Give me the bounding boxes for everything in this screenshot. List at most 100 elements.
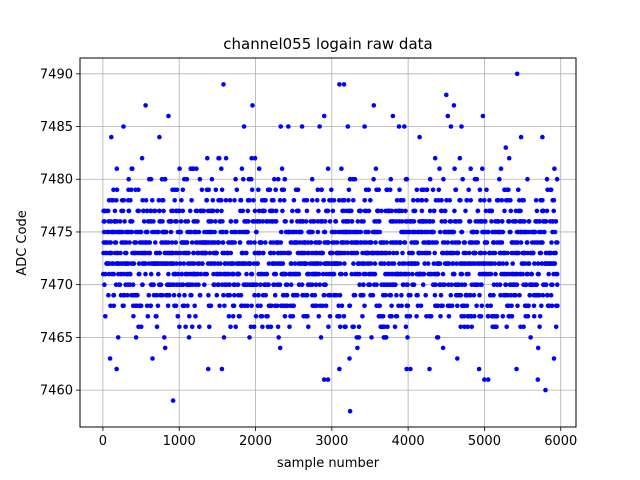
data-point [423,292,429,298]
outlier-point [109,134,114,140]
data-point [284,292,290,298]
data-point [415,198,420,203]
data-point [368,261,374,266]
data-point [313,282,319,288]
data-point [188,292,193,298]
data-point [432,292,438,298]
data-point [218,261,223,266]
data-point [368,198,373,203]
data-point [405,303,411,309]
data-point [111,292,117,298]
data-point [131,314,136,319]
data-point [355,345,360,351]
data-point [136,208,142,214]
data-point [375,208,381,214]
data-point [330,250,335,256]
data-point [373,240,378,245]
data-point [358,229,364,235]
data-point [357,271,362,277]
data-point [207,324,212,330]
data-point [256,208,262,214]
data-point [255,187,261,193]
data-point [551,356,557,361]
data-point [496,198,501,203]
data-point [252,240,257,245]
data-point [361,292,366,298]
data-point [548,292,554,298]
outlier-point [535,377,541,382]
data-point [281,187,287,193]
data-point [221,335,227,340]
outlier-point [241,124,247,129]
data-point [535,345,541,351]
outlier-point [543,387,548,393]
data-point [380,314,386,319]
data-point [412,208,418,214]
x-tick-label: 5000 [468,434,501,449]
data-point [339,303,345,309]
data-point [394,314,400,319]
x-axis-ticks: 0 1000 2000 3000 4000 5000 6000 [99,427,577,449]
data-point [544,176,550,182]
data-point [506,187,511,193]
data-point [147,250,153,256]
outlier-point [485,377,491,382]
data-point [299,282,305,288]
data-point [269,303,275,309]
data-point [388,292,394,298]
data-point [458,219,463,224]
data-point [223,198,229,203]
data-point [245,303,250,309]
data-point [292,261,298,266]
outlier-point [278,124,284,129]
data-point [441,176,446,182]
data-point [399,208,405,214]
data-point [139,155,145,161]
data-point [504,324,510,330]
data-point [510,261,515,266]
data-point [211,261,217,266]
data-point [245,208,251,214]
data-point [166,271,171,277]
data-point [143,261,148,266]
data-point [508,229,513,235]
data-point [443,208,448,214]
data-point [452,166,457,171]
data-point [339,271,344,277]
data-point [226,271,232,277]
data-point [178,250,183,256]
data-point [522,219,527,224]
data-point [374,282,379,288]
data-point [322,292,327,298]
data-point [247,335,252,340]
data-point [283,219,289,224]
data-point [280,261,286,266]
data-point [521,250,527,256]
data-point [552,166,557,171]
data-point [537,219,542,224]
data-point [282,250,287,256]
data-point [162,335,167,340]
data-point [304,208,310,214]
data-point [465,324,471,330]
data-point [180,208,186,214]
data-point [216,240,222,245]
data-point [265,314,270,319]
data-point [525,240,530,245]
y-axis-label: ADC Code [15,210,30,275]
data-point [136,261,142,266]
data-point [108,219,114,224]
data-point [337,324,343,330]
data-point [323,282,328,288]
data-point [232,282,238,288]
data-point [536,271,541,277]
data-point [508,208,514,214]
data-point [453,187,458,193]
data-point [204,198,210,203]
data-point [529,271,534,277]
data-point [228,324,233,330]
data-point [262,208,267,214]
data-point [551,198,557,203]
y-tick-label: 7465 [40,331,73,346]
data-point [384,240,390,245]
